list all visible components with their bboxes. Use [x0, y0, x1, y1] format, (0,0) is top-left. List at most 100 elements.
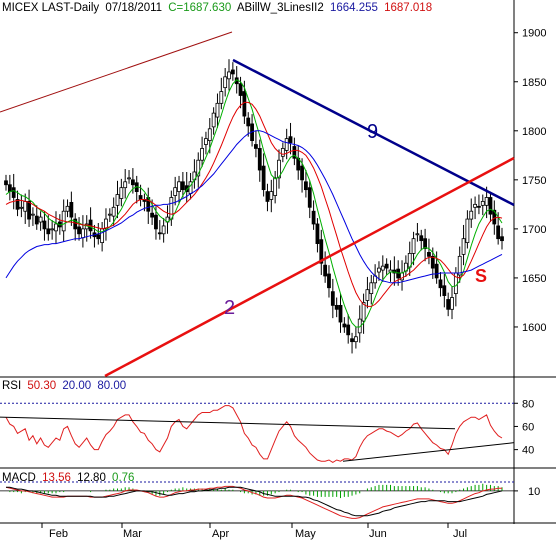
macd-histogram-value: 0.76	[112, 472, 135, 484]
candle-body	[211, 112, 216, 128]
candle-body	[384, 263, 389, 269]
candle-body	[38, 216, 43, 223]
rsi-level-high: 80.00	[97, 380, 127, 392]
trendline-9	[232, 58, 515, 207]
candle-body	[111, 206, 116, 217]
candle-body	[304, 181, 308, 191]
close-label: C=1687.630	[168, 2, 232, 14]
price-tick-label: 1800	[522, 126, 546, 138]
candle-body	[327, 273, 331, 289]
candle-body	[73, 218, 78, 230]
candle-body	[307, 187, 312, 208]
candle-body	[369, 282, 374, 295]
candle-body	[419, 235, 424, 242]
candle-body	[127, 177, 131, 180]
candle-body	[65, 205, 70, 212]
candle-body	[427, 252, 431, 257]
macd-label: MACD	[2, 472, 36, 484]
candle-body	[200, 148, 204, 161]
candle-body	[219, 91, 224, 104]
candle-body	[207, 128, 212, 142]
candle-body	[54, 223, 58, 232]
ma-mid-line	[5, 101, 503, 307]
candle-body	[430, 255, 435, 269]
candle-body	[242, 91, 247, 117]
trendline-9-label: 9	[367, 121, 378, 143]
macd-header: MACD 13.56 12.80 0.76	[2, 471, 137, 485]
candle-body	[104, 218, 108, 230]
candle-body	[319, 239, 324, 264]
rsi-label: RSI	[2, 380, 22, 392]
candle-body	[123, 181, 128, 189]
candle-body	[115, 194, 120, 206]
rsi-tick-label: 80	[522, 398, 534, 410]
indicator-value-1: 1664.255	[329, 2, 378, 14]
ma-fast-line	[5, 79, 503, 328]
candle-body	[230, 69, 235, 75]
signal-s-label: S	[475, 266, 487, 286]
candle-body	[277, 159, 281, 179]
candle-body	[334, 304, 339, 310]
candle-body	[461, 238, 466, 255]
candle-body	[7, 184, 12, 193]
candle-body	[434, 263, 439, 279]
candle-body	[150, 212, 155, 218]
candle-body	[288, 136, 293, 143]
macd-tick-label: 10	[528, 486, 540, 498]
candle-body	[338, 304, 343, 323]
price-tick-label: 1650	[522, 273, 546, 285]
trendline-dark-red	[0, 31, 233, 113]
candle-body	[161, 225, 166, 235]
candle-body	[261, 165, 266, 191]
candle-body	[215, 102, 220, 118]
candle-body	[50, 228, 55, 231]
candle-body	[273, 177, 278, 196]
candle-body	[423, 238, 428, 249]
candle-body	[31, 213, 35, 216]
candle-body	[488, 197, 493, 215]
candle-body	[492, 209, 497, 225]
indicator-name: ABillW_3LinesII2	[236, 2, 324, 14]
candle-body	[361, 302, 366, 322]
price-tick-label: 1900	[522, 28, 546, 40]
candle-body	[473, 203, 477, 208]
candle-body	[42, 220, 47, 230]
candle-body	[15, 199, 20, 210]
rsi-trendline-upper	[0, 416, 456, 430]
candle-body	[96, 234, 101, 240]
candle-body	[438, 279, 443, 289]
candle-body	[350, 338, 354, 343]
rsi-line	[5, 405, 503, 463]
candle-body	[177, 181, 181, 193]
candle-body	[11, 187, 16, 198]
candle-body	[173, 187, 178, 196]
rsi-level-low: 20.00	[62, 380, 92, 392]
candle-body	[465, 218, 470, 244]
candle-body	[415, 233, 420, 236]
candle-body	[342, 323, 347, 328]
candle-body	[23, 201, 28, 212]
candle-body	[119, 187, 124, 199]
candle-body	[180, 181, 185, 191]
symbol-label: MICEX LAST-Daily	[2, 2, 100, 14]
macd-value: 13.56	[42, 472, 71, 484]
rsi-tick-label: 40	[522, 445, 534, 457]
candle-body	[365, 289, 370, 301]
candle-body	[377, 267, 381, 273]
candle-body	[27, 201, 31, 220]
month-label: Jul	[453, 528, 467, 540]
month-label: Jun	[369, 528, 387, 540]
candle-body	[238, 83, 243, 96]
candle-body	[469, 210, 474, 220]
rsi-trendline-lower	[342, 442, 515, 462]
candle-body	[353, 336, 358, 343]
candle-body	[257, 148, 262, 171]
candle-body	[396, 268, 401, 279]
trendline-2-label: 2	[224, 297, 235, 319]
price-tick-label: 1750	[522, 175, 546, 187]
candle-body	[480, 201, 485, 206]
candle-body	[411, 238, 416, 254]
month-label: Feb	[49, 528, 68, 540]
